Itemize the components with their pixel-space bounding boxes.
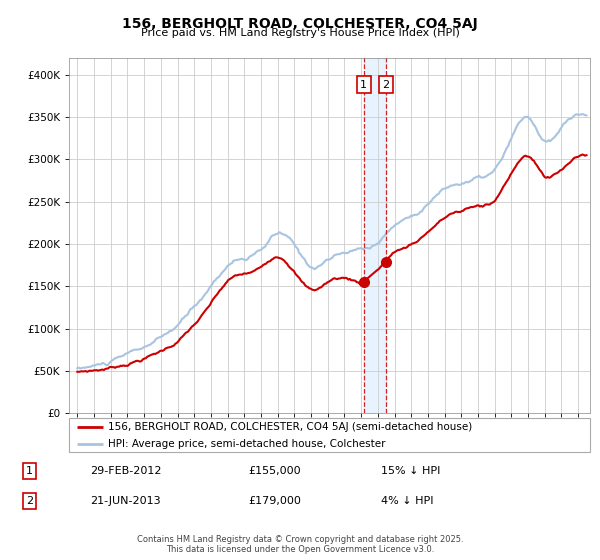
Text: Contains HM Land Registry data © Crown copyright and database right 2025.
This d: Contains HM Land Registry data © Crown c… (137, 535, 463, 554)
Text: HPI: Average price, semi-detached house, Colchester: HPI: Average price, semi-detached house,… (108, 439, 386, 449)
Text: 156, BERGHOLT ROAD, COLCHESTER, CO4 5AJ: 156, BERGHOLT ROAD, COLCHESTER, CO4 5AJ (122, 17, 478, 31)
Text: 29-FEB-2012: 29-FEB-2012 (90, 466, 161, 476)
Text: 15% ↓ HPI: 15% ↓ HPI (380, 466, 440, 476)
Text: £155,000: £155,000 (248, 466, 301, 476)
Text: 156, BERGHOLT ROAD, COLCHESTER, CO4 5AJ (semi-detached house): 156, BERGHOLT ROAD, COLCHESTER, CO4 5AJ … (108, 422, 472, 432)
Text: 4% ↓ HPI: 4% ↓ HPI (380, 496, 433, 506)
Text: 1: 1 (360, 80, 367, 90)
Text: £179,000: £179,000 (248, 496, 301, 506)
Text: Price paid vs. HM Land Registry's House Price Index (HPI): Price paid vs. HM Land Registry's House … (140, 28, 460, 38)
Text: 21-JUN-2013: 21-JUN-2013 (90, 496, 160, 506)
FancyBboxPatch shape (69, 418, 590, 452)
Bar (364, 58, 386, 413)
Text: 2: 2 (26, 496, 33, 506)
Text: 1: 1 (26, 466, 33, 476)
Text: 2: 2 (382, 80, 389, 90)
